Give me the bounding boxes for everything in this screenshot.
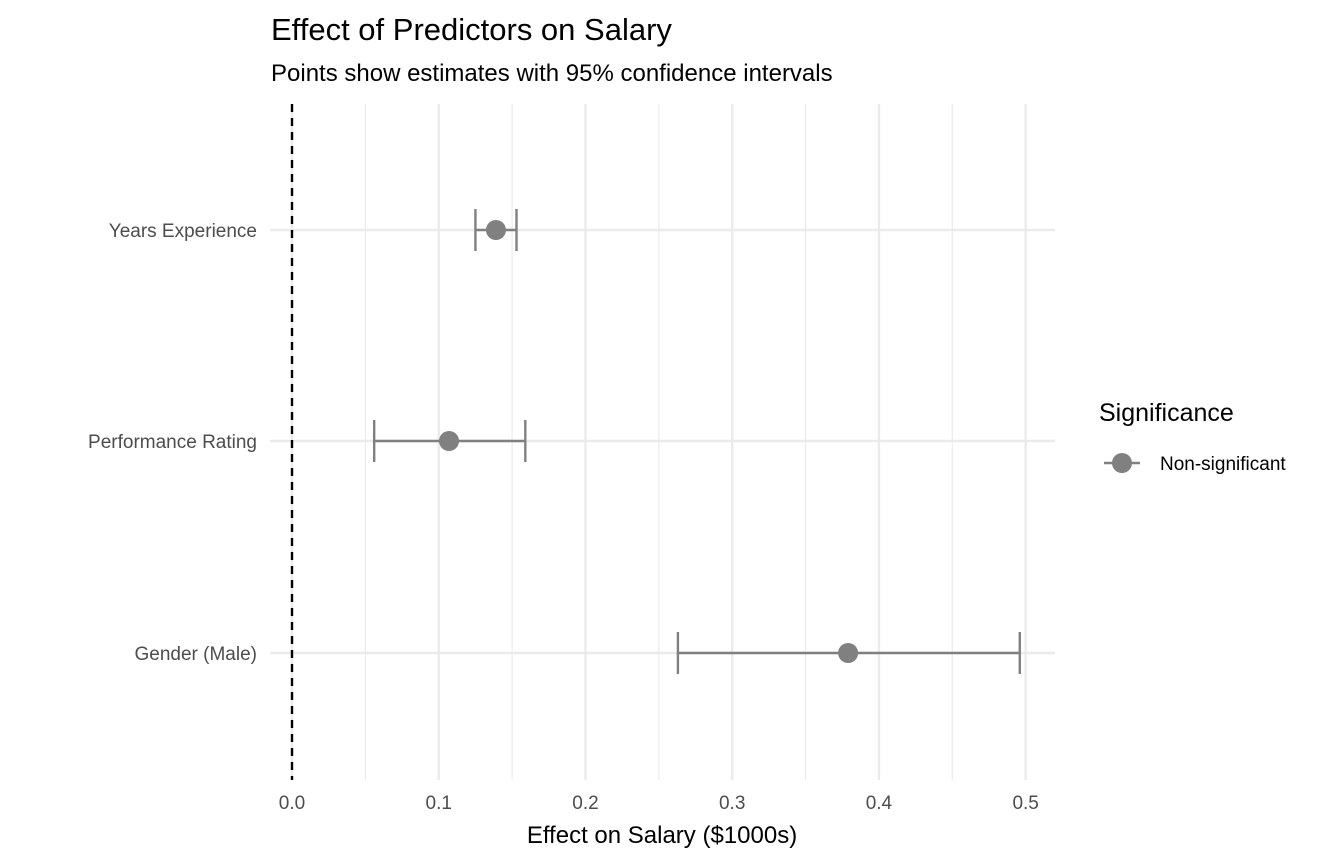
estimate-point bbox=[439, 431, 460, 451]
legend: Significance Non-significant bbox=[1099, 399, 1286, 475]
x-tick-label: 0.2 bbox=[572, 793, 598, 814]
y-tick-labels: Years Experience Performance Rating Gender… bbox=[88, 221, 257, 665]
x-tick-label: 0.4 bbox=[866, 793, 893, 814]
x-tick-label: 0.3 bbox=[719, 793, 745, 814]
legend-key-point bbox=[1112, 453, 1132, 473]
y-tick-label: Gender (Male) bbox=[135, 644, 258, 665]
x-axis-title: Effect on Salary ($1000s) bbox=[527, 822, 797, 849]
legend-title: Significance bbox=[1099, 399, 1234, 427]
estimate-point bbox=[485, 220, 506, 240]
x-tick-label: 0.0 bbox=[279, 793, 305, 814]
estimate-point bbox=[838, 643, 859, 663]
x-tick-labels: 0.0 0.1 0.2 0.3 0.4 0.5 bbox=[279, 793, 1039, 814]
y-tick-label: Years Experience bbox=[109, 221, 257, 242]
x-tick-label: 0.5 bbox=[1012, 793, 1038, 814]
legend-entries: Non-significant bbox=[1104, 453, 1286, 475]
estimate-points bbox=[439, 220, 859, 663]
chart-title: Effect of Predictors on Salary bbox=[271, 12, 672, 47]
chart-subtitle: Points show estimates with 95% confidenc… bbox=[271, 60, 833, 87]
legend-label: Non-significant bbox=[1160, 454, 1286, 475]
x-tick-label: 0.1 bbox=[426, 793, 452, 814]
y-tick-label: Performance Rating bbox=[88, 432, 257, 453]
